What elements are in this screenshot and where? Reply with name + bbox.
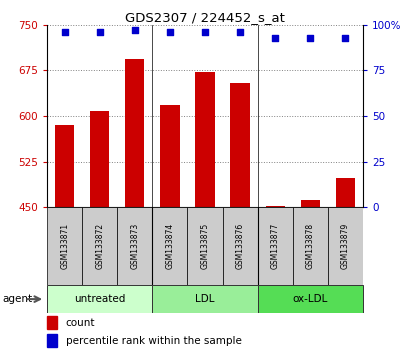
Point — [306, 35, 313, 40]
Text: ox-LDL: ox-LDL — [292, 294, 327, 304]
Bar — [335, 178, 354, 207]
Bar — [125, 59, 144, 207]
Text: GSM133871: GSM133871 — [60, 223, 69, 269]
Bar — [55, 125, 74, 207]
Bar — [82, 207, 117, 285]
Bar — [300, 200, 319, 207]
Point — [96, 29, 103, 35]
Bar — [257, 285, 362, 313]
Text: GSM133874: GSM133874 — [165, 223, 174, 269]
Bar — [187, 207, 222, 285]
Point — [131, 27, 138, 33]
Text: GSM133875: GSM133875 — [200, 223, 209, 269]
Bar — [292, 207, 327, 285]
Text: percentile rank within the sample: percentile rank within the sample — [65, 336, 241, 346]
Title: GDS2307 / 224452_s_at: GDS2307 / 224452_s_at — [125, 11, 284, 24]
Point — [61, 29, 68, 35]
Text: GSM133873: GSM133873 — [130, 223, 139, 269]
Text: LDL: LDL — [195, 294, 214, 304]
Text: GSM133877: GSM133877 — [270, 223, 279, 269]
Bar — [47, 285, 152, 313]
Bar — [222, 207, 257, 285]
Bar — [117, 207, 152, 285]
Bar — [327, 207, 362, 285]
Bar — [47, 207, 82, 285]
Point — [201, 29, 208, 35]
Bar — [47, 335, 57, 348]
Point — [166, 29, 173, 35]
Text: GSM133876: GSM133876 — [235, 223, 244, 269]
Text: agent: agent — [2, 294, 32, 304]
Bar — [265, 206, 284, 207]
Text: GSM133872: GSM133872 — [95, 223, 104, 269]
Text: untreated: untreated — [74, 294, 125, 304]
Text: GSM133879: GSM133879 — [340, 223, 349, 269]
Bar — [47, 316, 57, 329]
Bar — [230, 82, 249, 207]
Point — [271, 35, 278, 40]
Point — [236, 29, 243, 35]
Text: GSM133878: GSM133878 — [305, 223, 314, 269]
Bar — [152, 285, 257, 313]
Bar — [160, 105, 179, 207]
Point — [341, 35, 348, 40]
Bar — [195, 72, 214, 207]
Bar — [152, 207, 187, 285]
Bar — [90, 111, 109, 207]
Text: count: count — [65, 318, 95, 327]
Bar — [257, 207, 292, 285]
